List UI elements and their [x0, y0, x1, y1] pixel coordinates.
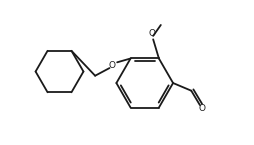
Text: O: O: [108, 61, 115, 70]
Text: O: O: [198, 104, 205, 113]
Text: O: O: [148, 29, 155, 38]
